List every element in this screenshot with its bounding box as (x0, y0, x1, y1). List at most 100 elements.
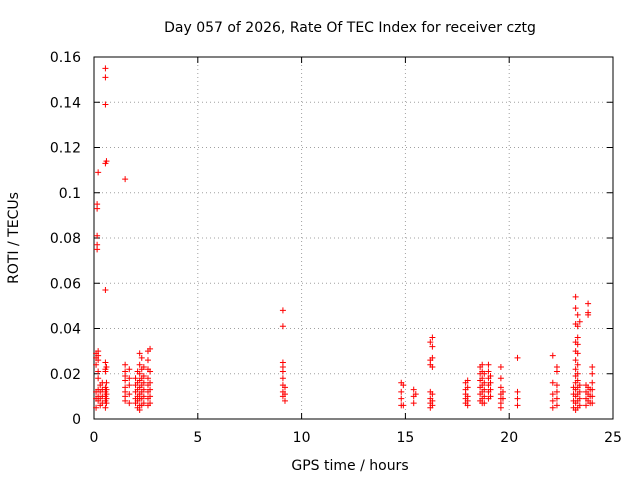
roti-point (132, 375, 139, 382)
roti-point (487, 393, 494, 400)
roti-point (126, 366, 133, 373)
roti-point (589, 370, 596, 377)
roti-point (412, 391, 419, 398)
roti-point (497, 363, 504, 370)
roti-point (126, 375, 133, 382)
roti-point (574, 341, 581, 348)
roti-point (499, 395, 506, 402)
roti-point (499, 388, 506, 395)
roti-point (93, 361, 100, 368)
roti-point (126, 382, 133, 389)
roti-point (138, 354, 145, 361)
roti-point (481, 386, 488, 393)
roti-point (136, 370, 143, 377)
roti-point (583, 402, 590, 409)
roti-point (585, 311, 592, 318)
roti-point (122, 361, 129, 368)
plot-frame (93, 56, 614, 420)
roti-point (147, 345, 154, 352)
roti-point (572, 366, 579, 373)
y-tick-label: 0.02 (50, 367, 81, 383)
roti-point (553, 388, 560, 395)
roti-point (485, 368, 492, 375)
roti-point (479, 375, 486, 382)
roti-point (136, 361, 143, 368)
roti-point (126, 400, 133, 407)
roti-point (574, 334, 581, 341)
roti-point (497, 384, 504, 391)
roti-point (140, 363, 147, 370)
roti-point (481, 370, 488, 377)
roti-point (94, 232, 101, 239)
roti-point (103, 363, 110, 370)
roti-point (398, 395, 405, 402)
roti-point (553, 382, 560, 389)
roti-point (147, 386, 154, 393)
roti-point (122, 176, 129, 183)
axis-ticks (93, 56, 614, 420)
roti-point (481, 400, 488, 407)
roti-point (398, 388, 405, 395)
roti-point (574, 350, 581, 357)
roti-point (429, 391, 436, 398)
roti-point (481, 393, 488, 400)
y-tick-label: 0.12 (50, 141, 81, 157)
roti-point (147, 393, 154, 400)
roti-point (553, 395, 560, 402)
y-tick-label: 0.08 (50, 231, 81, 247)
roti-point (429, 354, 436, 361)
roti-point (279, 307, 286, 314)
roti-point (572, 357, 579, 364)
y-tick-label: 0.14 (50, 95, 81, 111)
roti-point (147, 379, 154, 386)
roti-point (429, 363, 436, 370)
roti-point (576, 318, 583, 325)
roti-point (553, 402, 560, 409)
roti-point (574, 323, 581, 330)
roti-point (144, 357, 151, 364)
roti-point (427, 339, 434, 346)
x-axis-label: GPS time / hours (291, 458, 408, 474)
roti-point (576, 395, 583, 402)
roti-point (589, 379, 596, 386)
x-tick-label: 0 (90, 430, 99, 446)
y-axis-label: ROTI / TECUs (6, 192, 22, 284)
x-tick-label: 20 (500, 430, 518, 446)
y-tick-label: 0.16 (50, 50, 81, 66)
roti-point (102, 287, 109, 294)
roti-point (410, 386, 417, 393)
y-tick-label: 0.1 (59, 186, 81, 202)
roti-point (95, 169, 102, 176)
roti-point (429, 343, 436, 350)
roti-point (147, 400, 154, 407)
roti-point (126, 391, 133, 398)
roti-point (572, 305, 579, 312)
roti-point (514, 402, 521, 409)
roti-point (140, 373, 147, 380)
roti-point (102, 359, 109, 366)
roti-point (95, 375, 102, 382)
grid-lines (94, 57, 613, 419)
roti-point (279, 323, 286, 330)
x-tick-label: 15 (396, 430, 414, 446)
roti-point (410, 400, 417, 407)
roti-point (549, 397, 556, 404)
roti-point (103, 379, 110, 386)
x-tick-label: 5 (193, 430, 202, 446)
roti-point (136, 406, 143, 413)
roti-point (140, 386, 147, 393)
roti-point (140, 379, 147, 386)
y-tick-labels: 0 0.02 0.04 0.06 0.08 0.1 0.12 0.14 0.16 (50, 50, 81, 428)
roti-point (400, 402, 407, 409)
roti-point (103, 400, 110, 407)
roti-point (514, 395, 521, 402)
roti-point (93, 404, 100, 411)
roti-point (95, 368, 102, 375)
roti-point (576, 402, 583, 409)
y-tick-label: 0.04 (50, 322, 81, 338)
roti-point (589, 363, 596, 370)
roti-point (589, 393, 596, 400)
roti-point (574, 311, 581, 318)
roti-point (102, 74, 109, 81)
